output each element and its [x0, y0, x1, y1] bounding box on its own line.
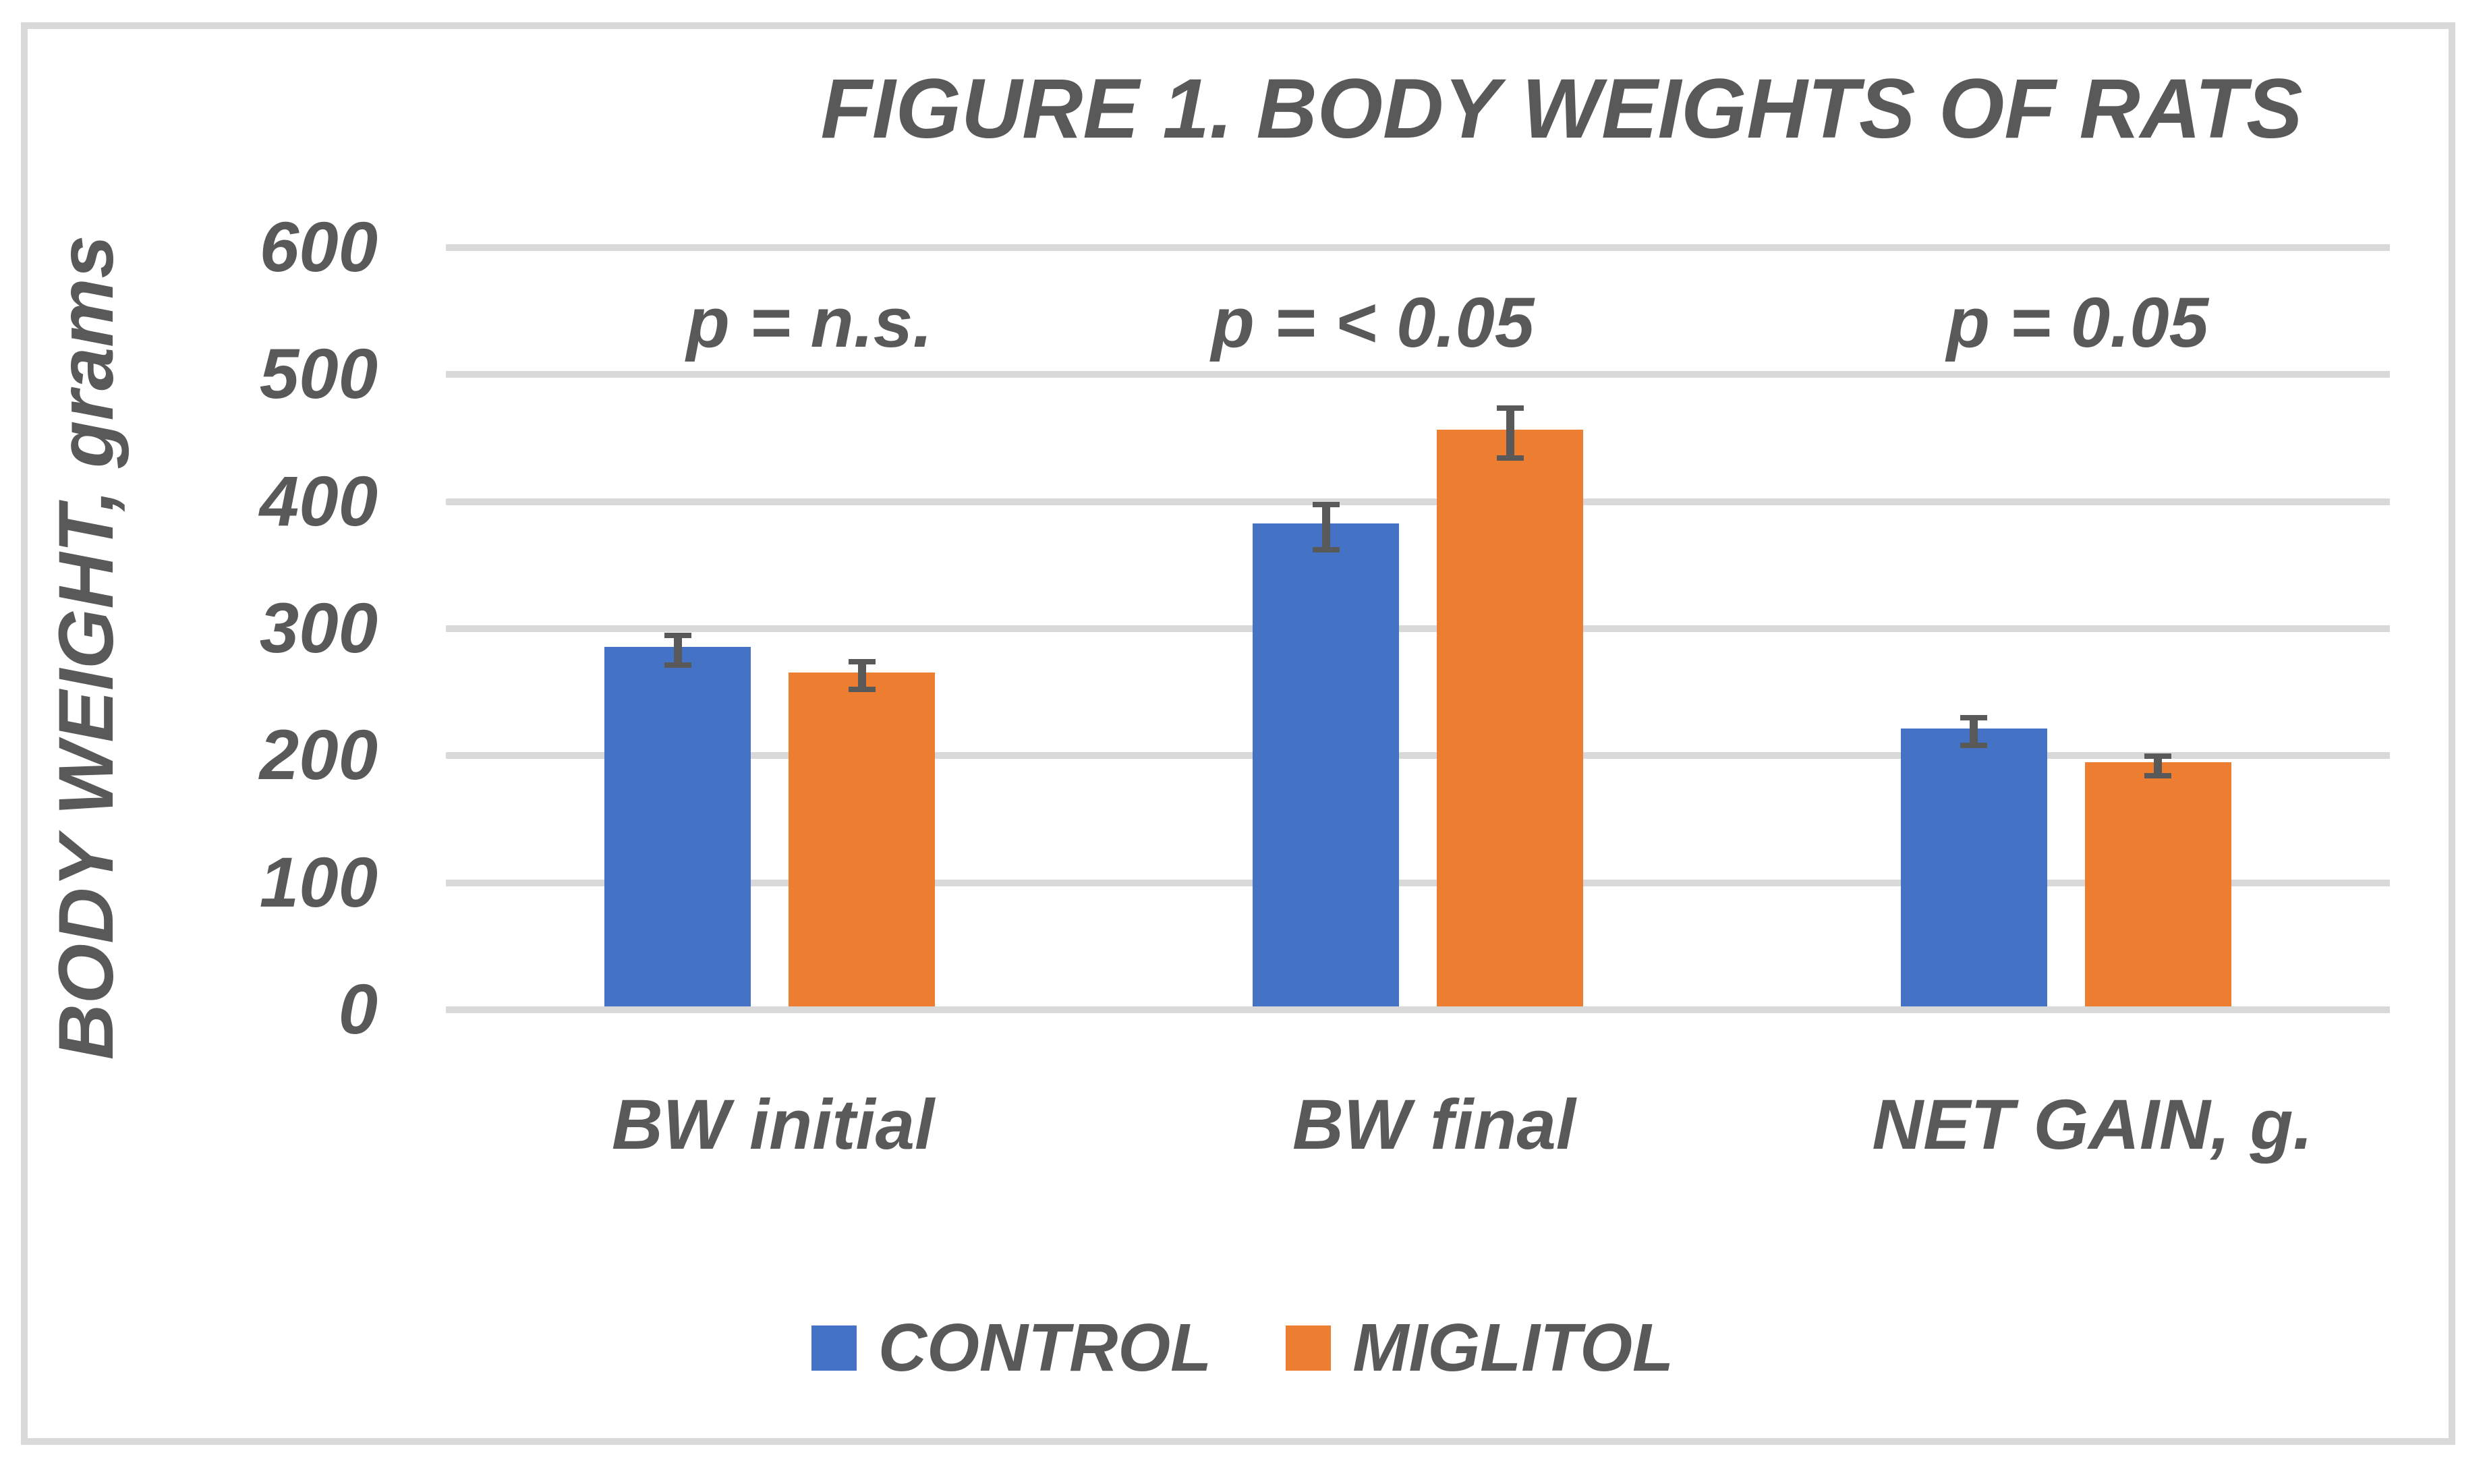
legend-item-control: CONTROL — [811, 1314, 1211, 1381]
y-axis-title: BODY WEIGHT, grams — [43, 235, 130, 1060]
bar-control-1 — [1253, 523, 1399, 1006]
plot-area — [446, 244, 2390, 1013]
gridline — [446, 625, 2390, 632]
error-bar-top-cap — [1312, 501, 1340, 507]
legend-label: CONTROL — [878, 1310, 1212, 1386]
error-bar-stem — [673, 632, 682, 668]
error-bar — [1496, 405, 1524, 461]
error-bar-bottom-cap — [1496, 455, 1524, 461]
error-bar — [1312, 501, 1340, 552]
p-value-label: p = n.s. — [686, 283, 933, 362]
gridline — [446, 371, 2390, 378]
error-bar-stem — [1970, 715, 1978, 749]
error-bar-top-cap — [1960, 715, 1988, 721]
category-label: BW initial — [611, 1085, 935, 1164]
category-label: NET GAIN, g. — [1872, 1085, 2313, 1164]
x-axis-baseline — [446, 1006, 2390, 1013]
error-bar-stem — [857, 659, 866, 693]
gridline — [446, 879, 2390, 886]
error-bar-bottom-cap — [2144, 773, 2172, 779]
error-bar — [848, 659, 876, 693]
y-tick-label: 400 — [259, 461, 378, 541]
y-tick-label: 300 — [259, 589, 378, 668]
error-bar — [664, 632, 691, 668]
chart-title: FIGURE 1. BODY WEIGHTS OF RATS — [820, 62, 2303, 156]
legend-swatch-icon — [1286, 1325, 1332, 1371]
category-label: BW final — [1292, 1085, 1576, 1164]
p-value-label: p = < 0.05 — [1211, 283, 1535, 362]
p-value-label: p = 0.05 — [1946, 283, 2209, 362]
error-bar-bottom-cap — [664, 662, 691, 668]
error-bar-top-cap — [2144, 753, 2172, 759]
error-bar-top-cap — [848, 659, 876, 665]
bar-miglitol-1 — [1437, 429, 1583, 1006]
y-tick-label: 200 — [259, 716, 378, 795]
y-tick-label: 600 — [259, 208, 378, 287]
error-bar-top-cap — [664, 632, 691, 638]
figure-border — [21, 22, 2455, 1445]
error-bar-bottom-cap — [1960, 743, 1988, 749]
legend-item-miglitol: MIGLITOL — [1286, 1314, 1674, 1381]
gridline — [446, 752, 2390, 760]
legend-label: MIGLITOL — [1352, 1310, 1674, 1386]
error-bar-bottom-cap — [1312, 546, 1340, 552]
error-bar — [2144, 753, 2172, 779]
legend: CONTROL MIGLITOL — [0, 1314, 2485, 1381]
error-bar-stem — [1321, 501, 1330, 552]
bar-control-2 — [1900, 728, 2047, 1006]
error-bar-top-cap — [1496, 405, 1524, 411]
bar-miglitol-0 — [789, 672, 936, 1006]
bar-miglitol-2 — [2084, 762, 2231, 1006]
gridline — [446, 498, 2390, 505]
y-tick-label: 500 — [259, 335, 378, 414]
error-bar-bottom-cap — [848, 687, 876, 693]
error-bar-stem — [2154, 753, 2163, 779]
error-bar-stem — [1506, 405, 1514, 461]
y-tick-label: 100 — [259, 843, 378, 922]
error-bar — [1960, 715, 1988, 749]
y-tick-label: 0 — [338, 970, 378, 1049]
gridline — [446, 244, 2390, 251]
bar-control-0 — [604, 647, 751, 1006]
legend-swatch-icon — [811, 1325, 857, 1371]
